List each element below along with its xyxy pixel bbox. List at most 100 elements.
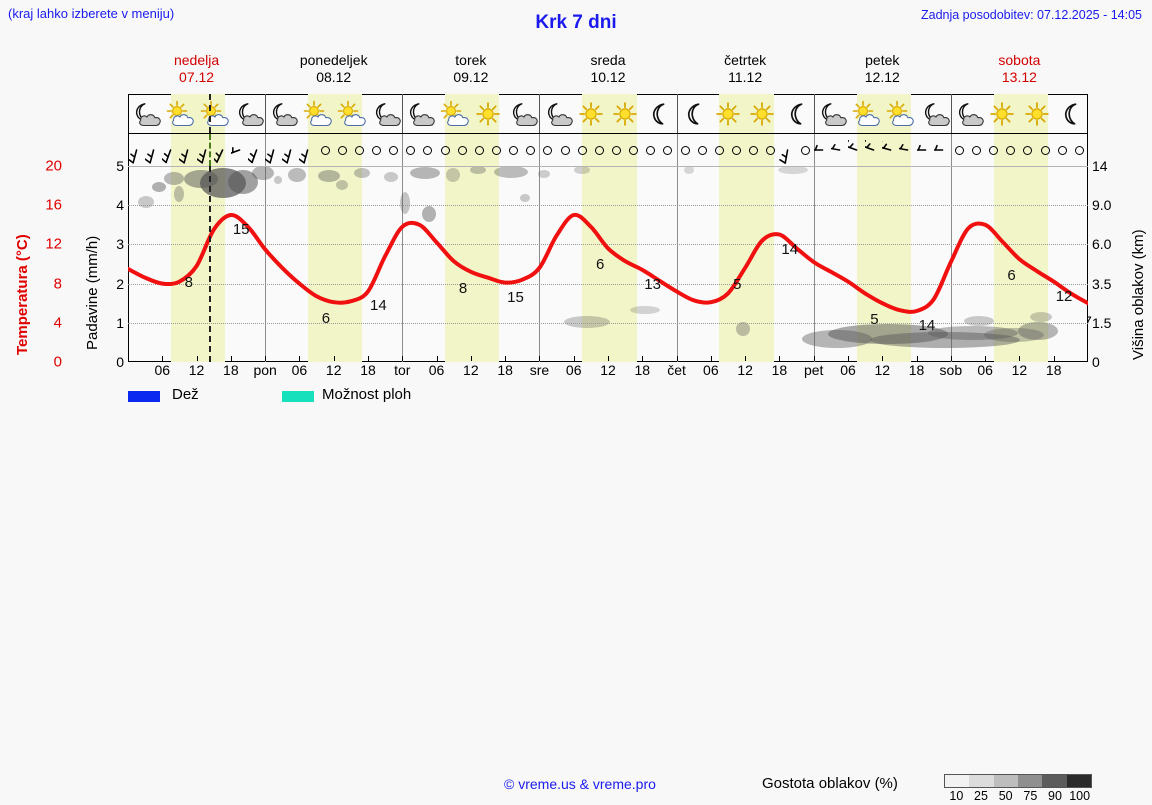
day-name: četrtek <box>677 52 814 69</box>
weather-icon-sun <box>608 94 642 134</box>
day-name: sobota <box>951 52 1088 69</box>
day-date: 08.12 <box>265 69 402 86</box>
wind-calm-marker <box>951 134 968 166</box>
x-tick-mark <box>368 356 369 361</box>
weather-icon-moon-cloud <box>505 94 539 134</box>
wind-calm-marker <box>505 134 522 166</box>
day-date: 12.12 <box>814 69 951 86</box>
wind-calm-marker <box>608 134 625 166</box>
x-tick-mark <box>848 356 849 361</box>
moon-cloud-icon <box>130 101 160 127</box>
temperature-tick: 0 <box>0 354 62 371</box>
precipitation-tick: 5 <box>62 158 124 174</box>
weather-icon-moon-cloud <box>231 94 265 134</box>
wind-calm-marker <box>385 134 402 166</box>
moon-cloud-icon <box>542 101 572 127</box>
weather-icon-moon-cloud <box>951 94 985 134</box>
x-tick-label: pon <box>253 362 276 378</box>
wind-barb-icon <box>265 134 282 166</box>
cloud-height-tick: 3.5 <box>1092 276 1132 292</box>
calm-circle-icon <box>1058 146 1067 155</box>
density-step-1 <box>969 775 993 787</box>
moon-cloud-icon <box>507 101 537 127</box>
day-date: 13.12 <box>951 69 1088 86</box>
calm-circle-icon <box>526 146 535 155</box>
current-time-marker <box>209 94 211 133</box>
wind-calm-marker <box>797 134 814 166</box>
weather-icon-sun-cloud <box>848 94 882 134</box>
weather-icon-sun <box>745 94 779 134</box>
day-name: torek <box>402 52 539 69</box>
wind-barb-icon <box>282 134 299 166</box>
weather-icon-moon-cloud <box>368 94 402 134</box>
calm-circle-icon <box>732 146 741 155</box>
wind-barb-icon <box>779 134 796 166</box>
x-tick-mark <box>299 356 300 361</box>
sun-cloud-icon <box>884 101 914 127</box>
x-tick-mark <box>539 356 540 361</box>
wind-barb-icon <box>145 134 162 166</box>
wind-calm-marker <box>985 134 1002 166</box>
wind-barb-row <box>128 134 1088 166</box>
x-tick-mark <box>231 356 232 361</box>
calm-circle-icon <box>1023 146 1032 155</box>
wind-calm-marker <box>968 134 985 166</box>
weather-icon-sun <box>574 94 608 134</box>
temperature-curve <box>128 215 1088 312</box>
calm-circle-icon <box>629 146 638 155</box>
wind-calm-marker <box>694 134 711 166</box>
day-name: nedelja <box>128 52 265 69</box>
x-tick-label: 18 <box>909 362 925 378</box>
calm-circle-icon <box>715 146 724 155</box>
moon-cloud-icon <box>953 101 983 127</box>
temperature-tick: 4 <box>0 314 62 331</box>
precipitation-tick: 0 <box>62 354 124 370</box>
weather-icon-sun-cloud <box>437 94 471 134</box>
wind-calm-marker <box>1019 134 1036 166</box>
temperature-max-label: 15 <box>233 221 250 238</box>
density-step-3 <box>1018 775 1042 787</box>
wind-calm-marker <box>762 134 779 166</box>
calm-circle-icon <box>801 146 810 155</box>
x-tick-label: 18 <box>497 362 513 378</box>
calm-circle-icon <box>441 146 450 155</box>
temperature-max-label: 14 <box>919 317 936 334</box>
weather-icon-sun <box>471 94 505 134</box>
weather-icon-sun-cloud <box>334 94 368 134</box>
moon-icon <box>644 101 674 127</box>
calm-circle-icon <box>578 146 587 155</box>
density-step-0 <box>945 775 969 787</box>
cloud-height-tick: 14 <box>1092 158 1132 174</box>
wind-barb-icon <box>917 134 934 166</box>
x-tick-label: 18 <box>223 362 239 378</box>
sun-cloud-icon <box>302 101 332 127</box>
copyright-link[interactable]: © vreme.us & vreme.pro <box>504 776 656 792</box>
temperature-min-label: 8 <box>185 274 193 291</box>
weather-icon-sun <box>1019 94 1053 134</box>
weather-icon-moon-cloud <box>402 94 436 134</box>
wind-calm-marker <box>454 134 471 166</box>
temperature-max-label: 15 <box>507 289 524 306</box>
weather-icon-moon-cloud <box>128 94 162 134</box>
temperature-tick: 20 <box>0 158 62 175</box>
x-tick-label: 06 <box>154 362 170 378</box>
x-tick-mark <box>882 356 883 361</box>
sun-cloud-icon <box>439 101 469 127</box>
calm-circle-icon <box>543 146 552 155</box>
day-name: ponedeljek <box>265 52 402 69</box>
sun-icon <box>1022 101 1052 127</box>
x-tick-label: 06 <box>429 362 445 378</box>
x-tick-mark <box>505 356 506 361</box>
cloud-height-tick: 0 <box>1092 354 1132 370</box>
moon-cloud-icon <box>816 101 846 127</box>
wind-calm-marker <box>351 134 368 166</box>
calm-circle-icon <box>646 146 655 155</box>
wind-calm-marker <box>402 134 419 166</box>
x-tick-mark <box>951 356 952 361</box>
precipitation-tick: 1 <box>62 315 124 331</box>
wind-barb-icon <box>214 134 231 166</box>
